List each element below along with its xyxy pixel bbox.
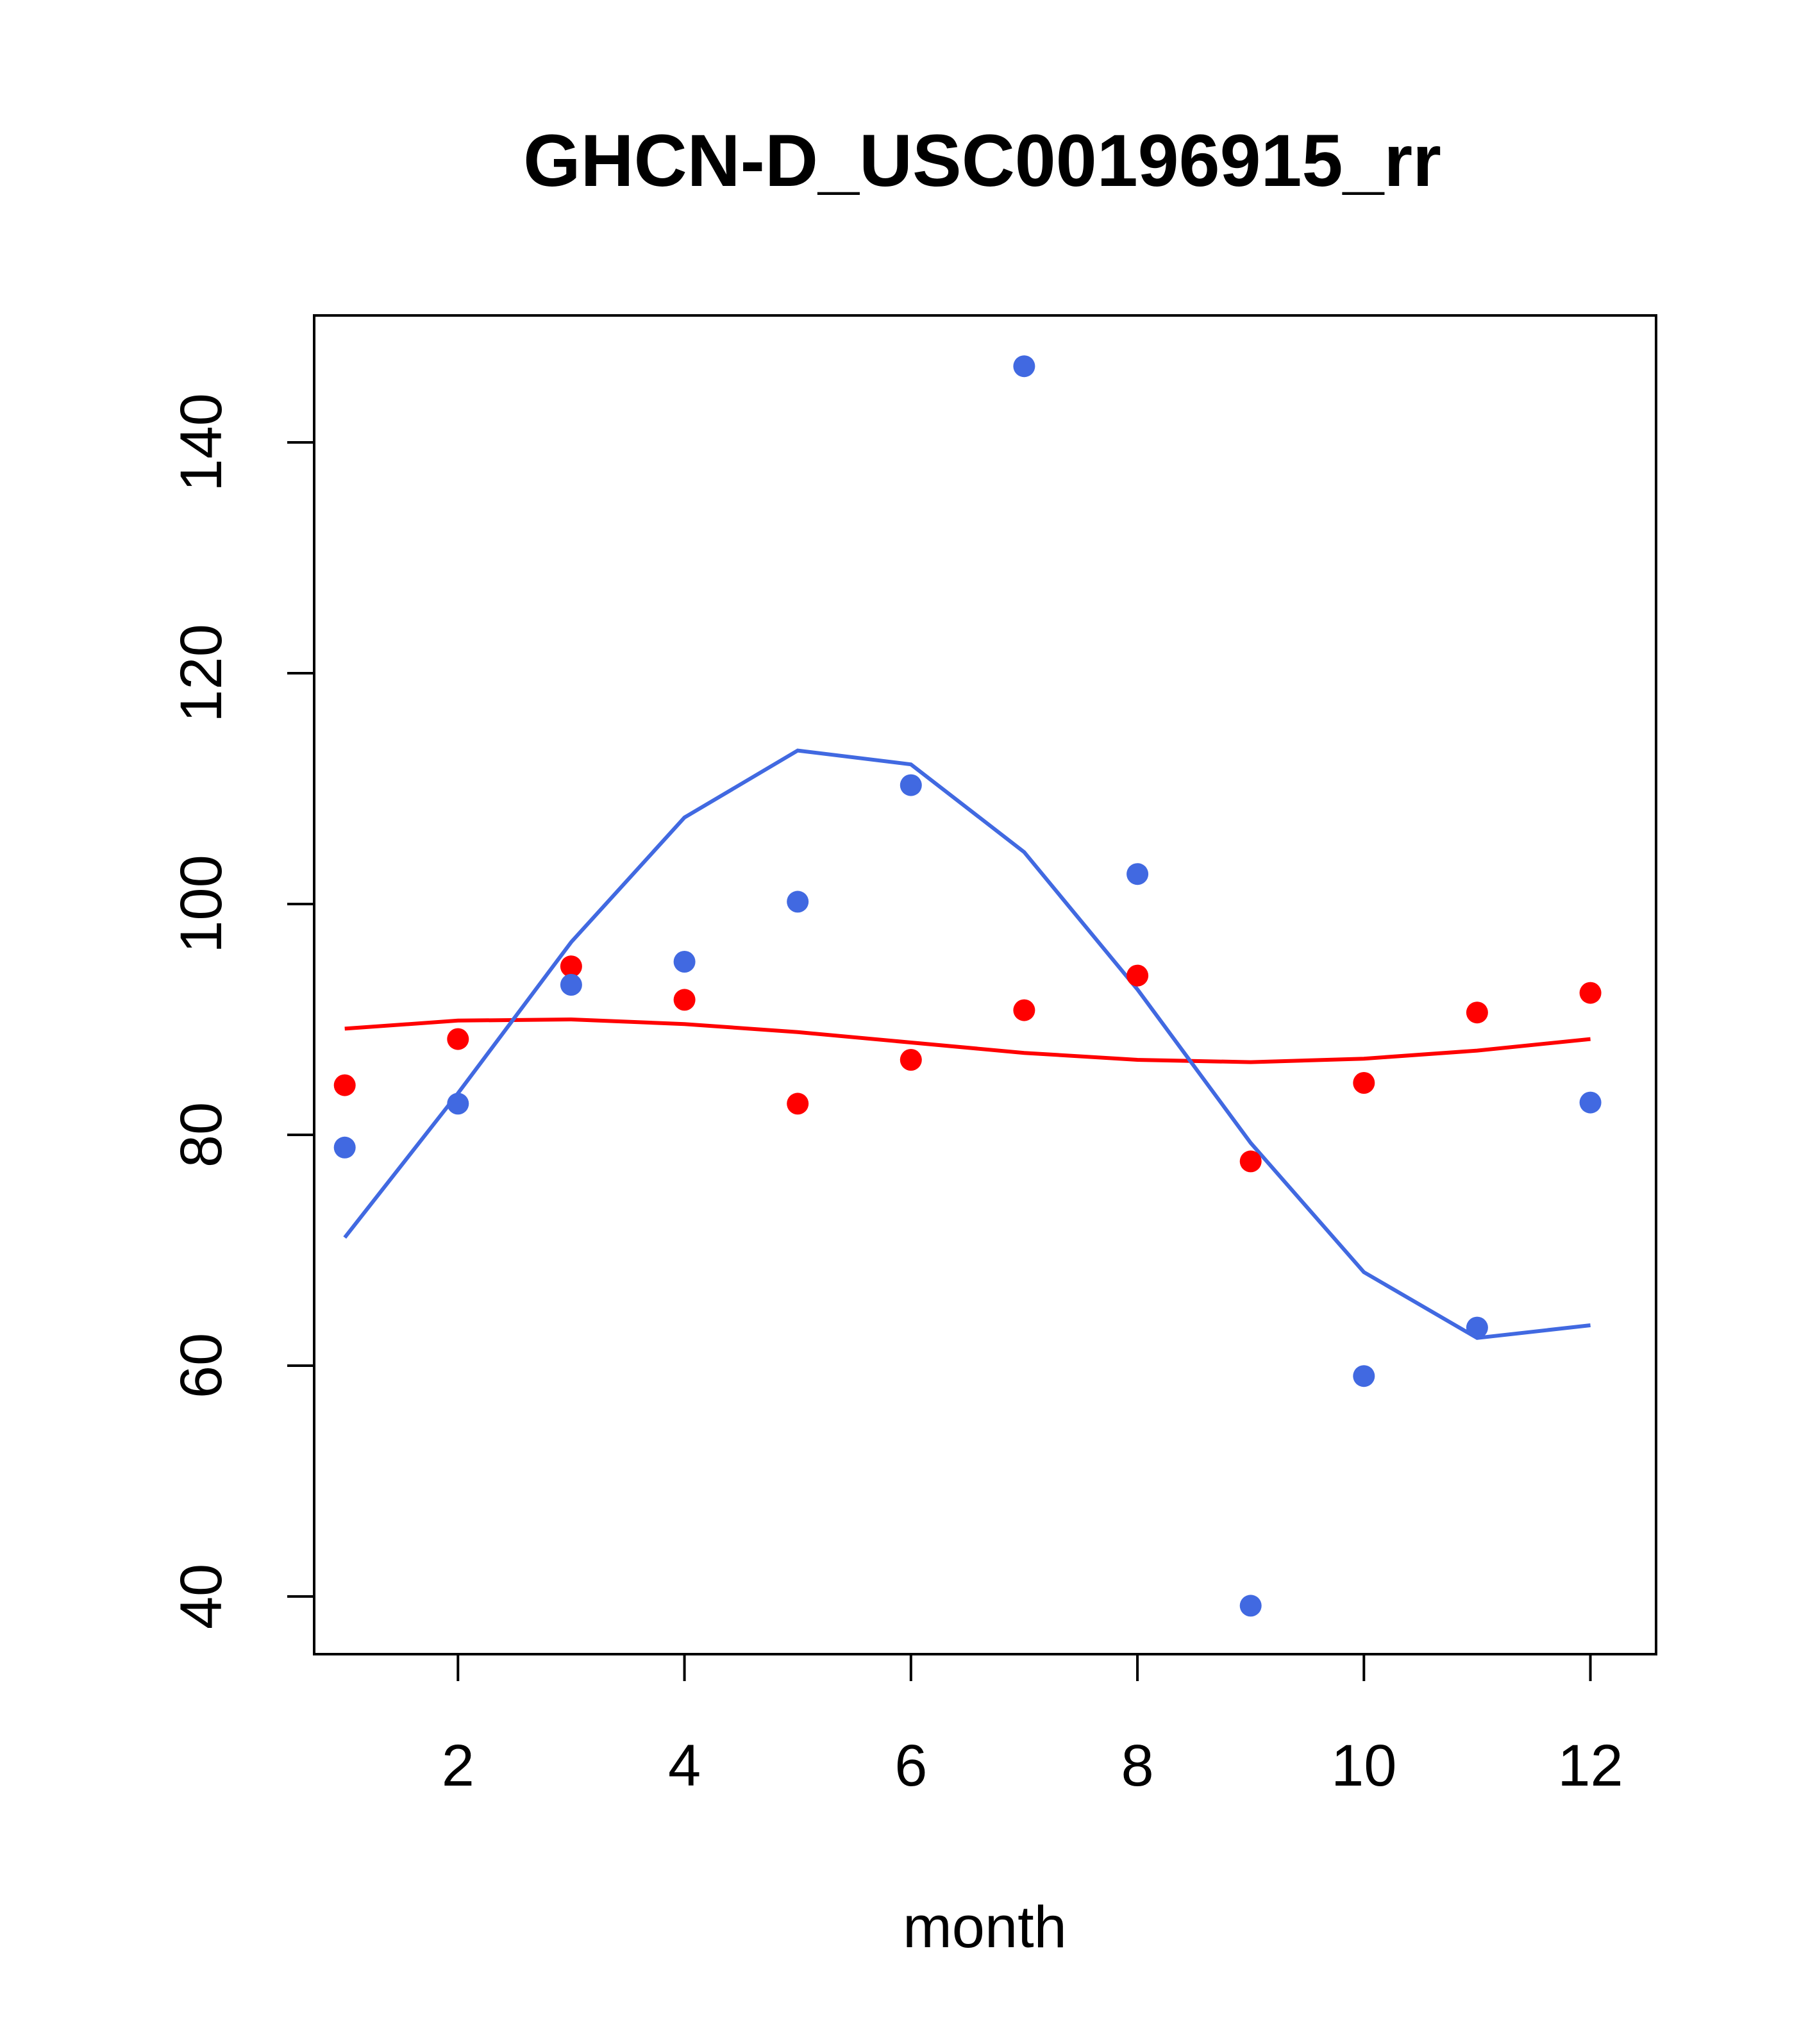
x-tick-label: 2	[442, 1733, 474, 1798]
x-axis: 2 4 6 8 10 12	[442, 1653, 1623, 1798]
x-tick-label: 6	[894, 1733, 927, 1798]
chart-title: GHCN-D_USC00196915_rr	[523, 120, 1441, 202]
series-2-point	[1353, 1365, 1375, 1387]
x-tick-label: 10	[1331, 1733, 1396, 1798]
series-1-point	[1353, 1072, 1375, 1094]
series-1-curve	[344, 1017, 1591, 1064]
series-1-point	[1126, 964, 1149, 987]
series-1-point	[1579, 982, 1602, 1004]
series-2-point	[447, 1093, 469, 1115]
series-2-point	[1239, 1595, 1262, 1617]
series-1-point	[673, 989, 696, 1011]
series-2-point	[900, 774, 922, 796]
x-tick-label: 12	[1557, 1733, 1623, 1798]
y-tick-label: 80	[169, 1102, 234, 1168]
points	[333, 355, 1602, 1617]
series-2-point	[1466, 1316, 1488, 1339]
series-1-point	[1013, 999, 1035, 1021]
y-tick-label: 100	[169, 855, 234, 953]
series-1-point	[1466, 1001, 1488, 1024]
y-tick-label: 40	[169, 1564, 234, 1629]
series-2-point	[673, 951, 696, 973]
series-1-point	[900, 1049, 922, 1071]
series-1-point	[560, 955, 582, 978]
series-2-point	[1579, 1091, 1602, 1114]
y-tick-label: 60	[169, 1333, 234, 1398]
x-tick-label: 4	[668, 1733, 701, 1798]
plot-frame	[313, 314, 1657, 1655]
y-tick-label: 120	[169, 624, 234, 723]
x-axis-label: month	[903, 1895, 1067, 1960]
series-1-point	[333, 1074, 356, 1096]
y-axis: 40 60 80 100 120 140	[169, 393, 315, 1629]
series-2-point	[787, 891, 809, 913]
series-2-curve	[343, 748, 1591, 1340]
x-tick-label: 8	[1121, 1733, 1153, 1798]
y-tick-label: 140	[169, 393, 234, 492]
series-1-point	[447, 1028, 469, 1050]
curves	[343, 748, 1591, 1340]
series-2-point	[560, 974, 582, 996]
series-1-point	[1239, 1150, 1262, 1173]
series-1-point	[787, 1093, 809, 1115]
series-2-point	[333, 1136, 356, 1159]
series-2-point	[1126, 863, 1149, 885]
series-2-point	[1013, 355, 1035, 378]
